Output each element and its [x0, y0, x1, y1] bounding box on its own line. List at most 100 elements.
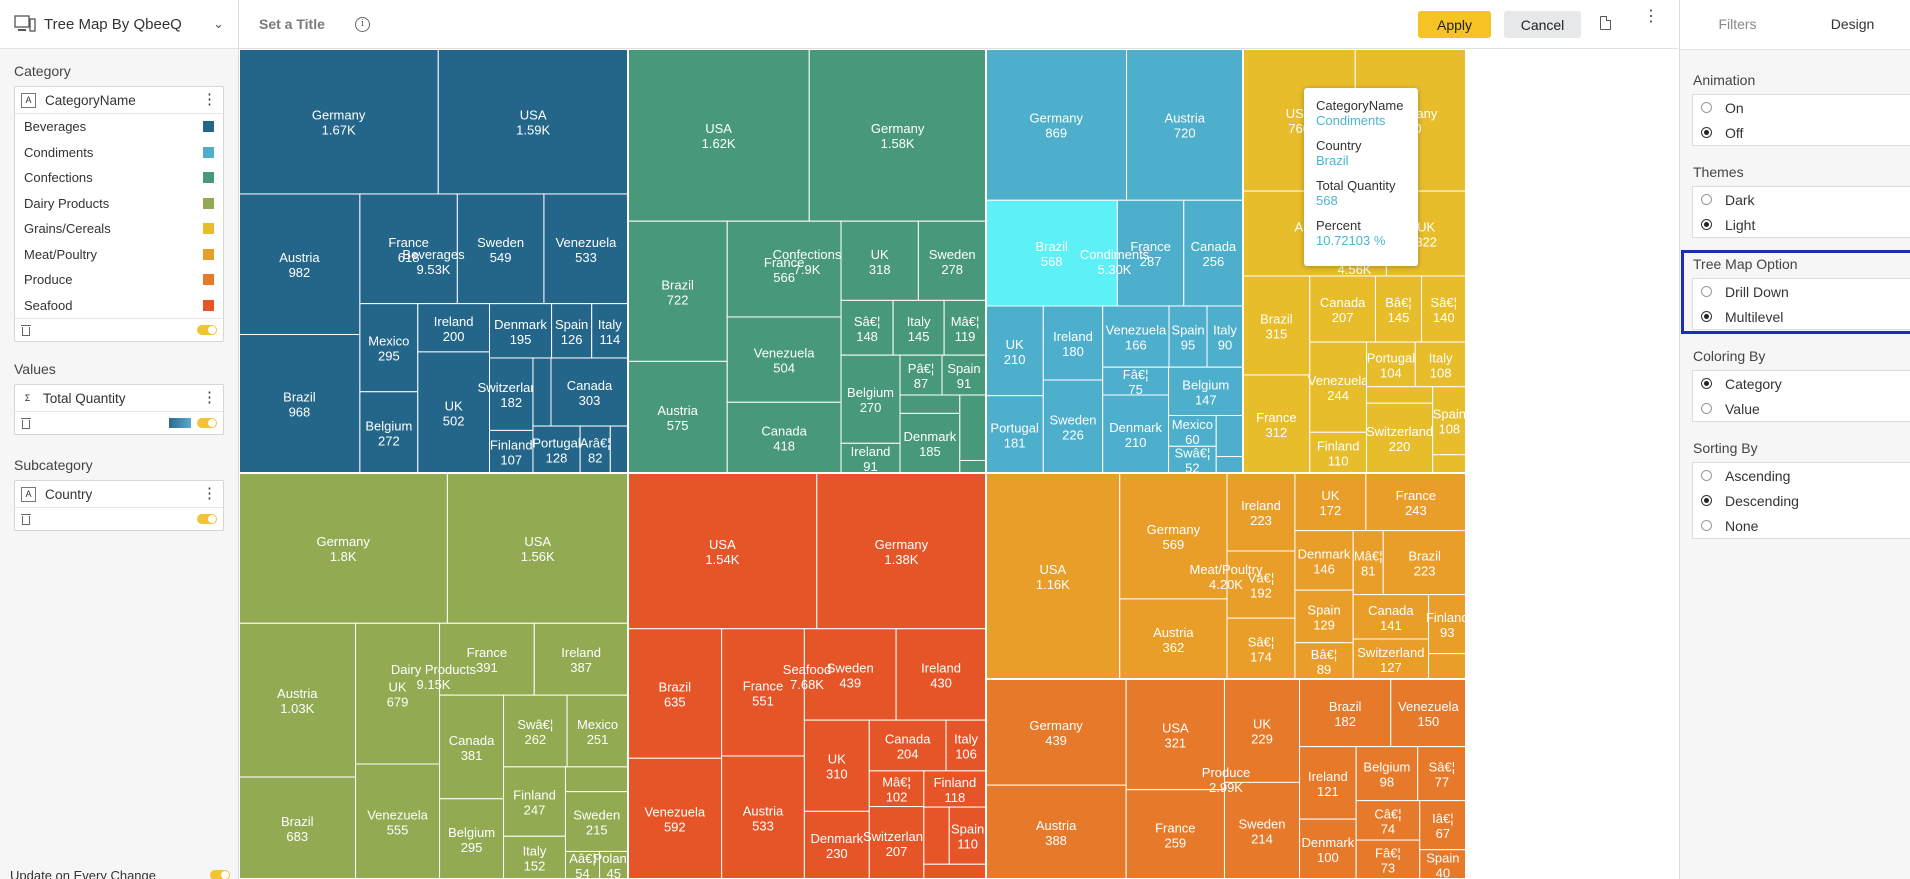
legend-item[interactable]: Grains/Cereals — [15, 216, 223, 242]
radio-icon[interactable] — [1701, 127, 1712, 138]
radio-icon[interactable] — [1701, 194, 1712, 205]
export-icon[interactable] — [1600, 16, 1611, 30]
treemap-cell[interactable] — [532, 425, 581, 474]
treemap-cell[interactable] — [239, 622, 357, 778]
radio-icon[interactable] — [1701, 520, 1712, 531]
treemap-cell[interactable] — [1042, 379, 1104, 474]
treemap-cell[interactable] — [892, 299, 945, 356]
title-input[interactable]: Set a Title — [259, 16, 325, 32]
treemap-cell[interactable] — [895, 628, 987, 721]
treemap-cell[interactable] — [985, 784, 1127, 879]
treemap-cell[interactable] — [1365, 341, 1416, 388]
treemap-cell[interactable] — [1294, 589, 1354, 644]
treemap-cell[interactable] — [533, 622, 629, 696]
values-toggle[interactable] — [197, 418, 217, 428]
trash-icon[interactable] — [21, 417, 31, 429]
legend-item[interactable]: Produce — [15, 267, 223, 293]
treemap-cell[interactable] — [591, 303, 629, 359]
treemap-cell[interactable] — [1168, 414, 1217, 447]
treemap-cell[interactable] — [627, 220, 728, 362]
treemap-cell[interactable] — [239, 333, 361, 474]
treemap-cell[interactable] — [1168, 366, 1244, 416]
treemap-cell[interactable] — [1119, 598, 1228, 680]
treemap-cell[interactable] — [726, 220, 842, 318]
treemap-cell[interactable] — [488, 357, 534, 431]
legend-item[interactable]: Confections — [15, 165, 223, 191]
treemap-cell[interactable] — [1432, 386, 1467, 456]
treemap-cell[interactable] — [899, 394, 961, 414]
radio-icon[interactable] — [1701, 102, 1712, 113]
values-field[interactable]: Σ Total Quantity ⋮ — [15, 385, 223, 412]
treemap-cell[interactable] — [1428, 653, 1467, 680]
treemap-cell[interactable] — [1375, 275, 1423, 343]
treemap-cell[interactable] — [923, 863, 987, 879]
treemap-cell[interactable] — [899, 354, 943, 396]
legend-swatch[interactable] — [203, 274, 214, 286]
treemap-cell[interactable] — [503, 835, 566, 879]
more-vertical-icon[interactable]: ⋮ — [202, 91, 217, 108]
treemap-cell[interactable] — [359, 391, 419, 474]
treemap-cell[interactable] — [985, 472, 1121, 680]
treemap-cell[interactable] — [1428, 594, 1467, 655]
radio-icon[interactable] — [1701, 403, 1712, 414]
treemap-cell[interactable] — [1432, 454, 1467, 474]
radio-option[interactable]: Value — [1693, 396, 1910, 421]
treemap-cell[interactable] — [1102, 366, 1170, 396]
treemap-cell[interactable] — [439, 694, 505, 800]
treemap-cell[interactable] — [1355, 800, 1421, 841]
radio-option[interactable]: Dark — [1693, 187, 1910, 212]
treemap-cell[interactable] — [808, 49, 987, 222]
treemap-cell[interactable] — [355, 622, 441, 765]
treemap-cell[interactable] — [1355, 746, 1419, 802]
legend-swatch[interactable] — [203, 121, 214, 133]
trash-icon[interactable] — [21, 324, 31, 336]
treemap-cell[interactable] — [503, 766, 566, 837]
more-vertical-icon[interactable]: ⋮ — [202, 389, 217, 406]
treemap-cell[interactable] — [1365, 386, 1434, 404]
treemap-cell[interactable] — [803, 810, 870, 879]
treemap-cell[interactable] — [564, 766, 629, 793]
treemap-cell[interactable] — [355, 763, 441, 879]
treemap-cell[interactable] — [437, 49, 629, 195]
treemap-cell[interactable] — [959, 394, 987, 461]
treemap-cell[interactable] — [439, 798, 505, 879]
treemap-cell[interactable] — [1309, 341, 1367, 433]
treemap-cell[interactable] — [1352, 530, 1384, 596]
radio-option[interactable]: Off — [1693, 120, 1910, 145]
subcategory-toggle[interactable] — [197, 514, 217, 524]
treemap-cell[interactable] — [948, 806, 987, 865]
treemap-cell[interactable] — [1215, 414, 1244, 458]
radio-option[interactable]: Drill Down — [1693, 279, 1910, 304]
treemap-cell[interactable] — [726, 316, 842, 403]
treemap-cell[interactable] — [1390, 678, 1467, 748]
treemap-cell[interactable] — [721, 755, 805, 879]
radio-option[interactable]: On — [1693, 95, 1910, 120]
treemap-cell[interactable] — [1206, 305, 1244, 368]
treemap-cell[interactable] — [456, 193, 545, 305]
legend-item[interactable]: Condiments — [15, 140, 223, 166]
treemap-cell[interactable] — [551, 303, 593, 359]
legend-swatch[interactable] — [203, 172, 214, 184]
treemap-cell[interactable] — [803, 719, 870, 812]
treemap-cell[interactable] — [985, 49, 1128, 201]
treemap-cell[interactable] — [1125, 789, 1225, 879]
treemap-cell[interactable] — [945, 719, 987, 772]
treemap-cell[interactable] — [1168, 445, 1217, 474]
radio-option[interactable]: Category — [1693, 371, 1910, 396]
treemap-cell[interactable] — [1365, 472, 1467, 532]
legend-swatch[interactable] — [203, 223, 214, 235]
info-icon[interactable]: i — [354, 16, 370, 32]
treemap-cell[interactable] — [239, 472, 448, 624]
treemap-cell[interactable] — [417, 351, 490, 474]
treemap-cell[interactable] — [985, 395, 1044, 474]
apply-button[interactable]: Apply — [1418, 11, 1491, 38]
legend-swatch[interactable] — [203, 146, 214, 158]
more-vertical-icon[interactable]: ⋮ — [202, 485, 217, 502]
treemap-cell[interactable] — [579, 425, 611, 474]
treemap-cell[interactable] — [1102, 305, 1170, 368]
legend-item[interactable]: Dairy Products — [15, 191, 223, 217]
treemap-cell[interactable] — [868, 770, 925, 808]
treemap-cell[interactable] — [1417, 746, 1467, 802]
treemap-cell[interactable] — [359, 303, 419, 393]
cancel-button[interactable]: Cancel — [1504, 11, 1581, 38]
